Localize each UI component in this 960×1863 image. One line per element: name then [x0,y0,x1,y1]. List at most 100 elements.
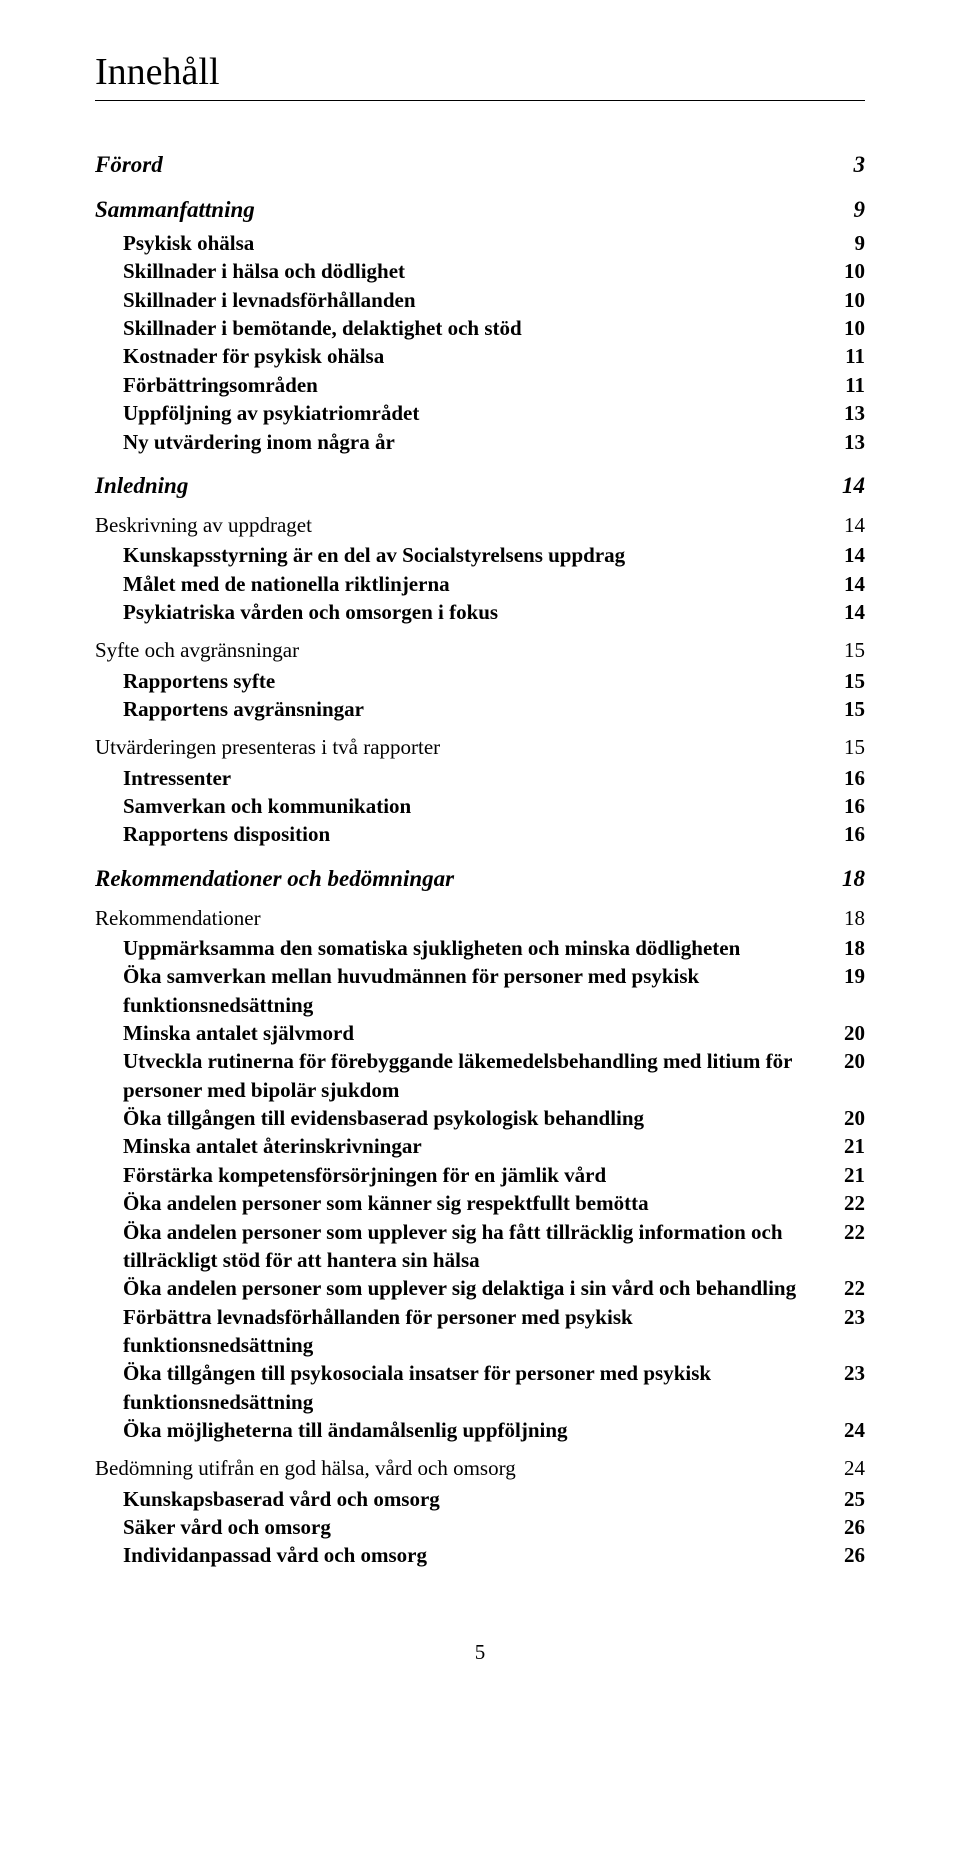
toc-entry: Utveckla rutinerna för förebyggande läke… [95,1047,865,1104]
toc-entry: Förbättringsområden11 [95,371,865,399]
toc-entry-label: Inledning [95,470,837,501]
toc-entry-page: 13 [837,428,865,456]
toc-entry: Kostnader för psykisk ohälsa11 [95,342,865,370]
toc-entry-label: Öka tillgången till evidensbaserad psyko… [95,1104,837,1132]
toc-entry-page: 10 [837,286,865,314]
toc-entry: Öka tillgången till psykosociala insatse… [95,1359,865,1416]
toc-entry-page: 22 [837,1274,865,1302]
toc-entry-label: Kostnader för psykisk ohälsa [95,342,837,370]
toc-entry-page: 25 [837,1485,865,1513]
toc-entry-label: Intressenter [95,764,837,792]
toc-entry-label: Öka andelen personer som känner sig resp… [95,1189,837,1217]
toc-entry-label: Rapportens disposition [95,820,837,848]
toc-entry-page: 14 [837,541,865,569]
toc-entry-page: 10 [837,314,865,342]
toc-entry: Minska antalet återinskrivningar21 [95,1132,865,1160]
toc-entry-label: Öka samverkan mellan huvudmännen för per… [95,962,837,1019]
toc-entry-page: 20 [837,1104,865,1132]
toc-entry-label: Öka möjligheterna till ändamålsenlig upp… [95,1416,837,1444]
toc-entry: Öka andelen personer som upplever sig ha… [95,1218,865,1275]
toc-entry: Skillnader i levnadsförhållanden10 [95,286,865,314]
toc-entry-label: Syfte och avgränsningar [95,636,837,664]
toc-entry-label: Minska antalet återinskrivningar [95,1132,837,1160]
toc-entry-page: 14 [837,570,865,598]
toc-entry: Individanpassad vård och omsorg26 [95,1541,865,1569]
toc-entry-page: 19 [837,962,865,990]
toc-entry: Rekommendationer18 [95,904,865,932]
toc-entry-label: Skillnader i bemötande, delaktighet och … [95,314,837,342]
toc-entry-label: Psykisk ohälsa [95,229,837,257]
toc-entry: Psykiatriska vården och omsorgen i fokus… [95,598,865,626]
toc-entry-page: 18 [837,934,865,962]
toc-entry: Målet med de nationella riktlinjerna14 [95,570,865,598]
toc-entry: Psykisk ohälsa9 [95,229,865,257]
toc-entry-label: Uppmärksamma den somatiska sjukligheten … [95,934,837,962]
toc-entry-label: Säker vård och omsorg [95,1513,837,1541]
toc-entry-page: 14 [837,598,865,626]
toc-entry-page: 14 [837,511,865,539]
toc-entry: Skillnader i hälsa och dödlighet10 [95,257,865,285]
toc-entry-page: 18 [837,863,865,894]
toc-entry-page: 13 [837,399,865,427]
toc-entry-page: 23 [837,1359,865,1387]
toc-entry-label: Psykiatriska vården och omsorgen i fokus [95,598,837,626]
toc-entry-label: Skillnader i levnadsförhållanden [95,286,837,314]
toc-entry-label: Individanpassad vård och omsorg [95,1541,837,1569]
toc-entry: Förbättra levnadsförhållanden för person… [95,1303,865,1360]
toc-entry-label: Rapportens syfte [95,667,837,695]
toc-entry-page: 22 [837,1189,865,1217]
toc-entry-page: 24 [837,1454,865,1482]
toc-entry: Bedömning utifrån en god hälsa, vård och… [95,1454,865,1482]
toc-entry-page: 18 [837,904,865,932]
toc-entry-label: Minska antalet självmord [95,1019,837,1047]
toc-entry-page: 16 [837,764,865,792]
toc-entry: Öka andelen personer som upplever sig de… [95,1274,865,1302]
toc-entry-label: Bedömning utifrån en god hälsa, vård och… [95,1454,837,1482]
toc-entry-page: 11 [837,371,865,399]
toc-entry-label: Ny utvärdering inom några år [95,428,837,456]
toc-entry: Rekommendationer och bedömningar18 [95,863,865,894]
toc-entry-label: Målet med de nationella riktlinjerna [95,570,837,598]
toc-entry-page: 23 [837,1303,865,1331]
toc-entry-page: 26 [837,1513,865,1541]
toc-entry-page: 16 [837,820,865,848]
toc-entry-page: 24 [837,1416,865,1444]
toc-entry-page: 15 [837,667,865,695]
toc-entry: Sammanfattning9 [95,194,865,225]
toc-entry-page: 16 [837,792,865,820]
toc-entry: Utvärderingen presenteras i två rapporte… [95,733,865,761]
toc-entry-page: 20 [837,1019,865,1047]
toc-entry-page: 26 [837,1541,865,1569]
page-title: Innehåll [95,50,865,101]
toc-entry-page: 20 [837,1047,865,1075]
toc-entry: Förstärka kompetensförsörjningen för en … [95,1161,865,1189]
toc-entry-label: Förstärka kompetensförsörjningen för en … [95,1161,837,1189]
toc-entry-page: 21 [837,1161,865,1189]
toc-entry-label: Öka andelen personer som upplever sig ha… [95,1218,837,1275]
toc-entry: Säker vård och omsorg26 [95,1513,865,1541]
toc-entry: Rapportens avgränsningar15 [95,695,865,723]
toc-entry-label: Förord [95,149,837,180]
toc-entry-page: 9 [837,229,865,257]
toc-entry: Samverkan och kommunikation16 [95,792,865,820]
toc-entry-page: 3 [837,149,865,180]
toc-entry: Kunskapsbaserad vård och omsorg25 [95,1485,865,1513]
toc-entry-label: Rekommendationer [95,904,837,932]
toc-entry: Öka andelen personer som känner sig resp… [95,1189,865,1217]
toc-entry: Intressenter16 [95,764,865,792]
toc-entry-label: Beskrivning av uppdraget [95,511,837,539]
toc-entry-label: Förbättringsområden [95,371,837,399]
toc-entry-page: 15 [837,636,865,664]
toc-entry: Inledning14 [95,470,865,501]
toc-entry-label: Uppföljning av psykiatriområdet [95,399,837,427]
toc-entries: Förord3Sammanfattning9Psykisk ohälsa9Ski… [95,149,865,1570]
toc-entry: Öka möjligheterna till ändamålsenlig upp… [95,1416,865,1444]
toc-entry-label: Rekommendationer och bedömningar [95,863,837,894]
toc-page: Innehåll Förord3 Sammanfattning9 Psykisk o… [0,0,960,1725]
toc-entry: Kunskapsstyrning är en del av Socialstyr… [95,541,865,569]
toc-entry-label: Samverkan och kommunikation [95,792,837,820]
toc-entry: Uppmärksamma den somatiska sjukligheten … [95,934,865,962]
toc-entry: Ny utvärdering inom några år13 [95,428,865,456]
toc-entry-label: Rapportens avgränsningar [95,695,837,723]
toc-entry: Minska antalet självmord20 [95,1019,865,1047]
